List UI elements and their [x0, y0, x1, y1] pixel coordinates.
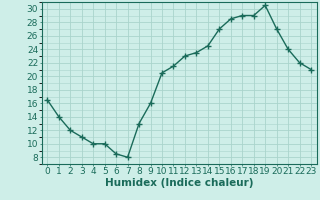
X-axis label: Humidex (Indice chaleur): Humidex (Indice chaleur)	[105, 178, 253, 188]
